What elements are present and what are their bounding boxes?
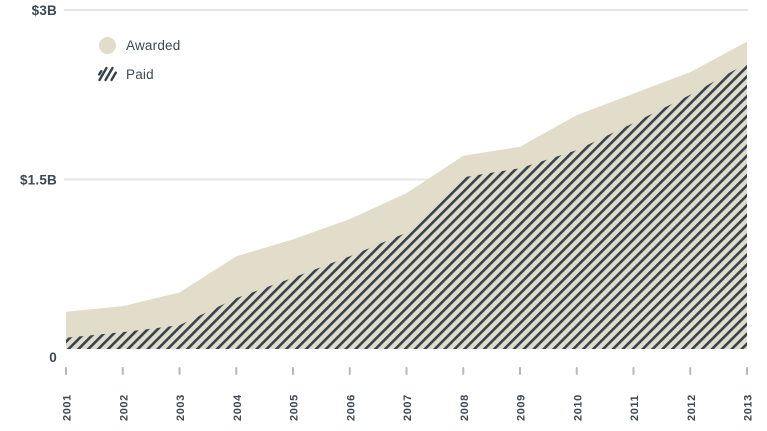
y-axis-label: $1.5B <box>20 173 57 188</box>
x-axis-label-2004: 2004 <box>232 394 244 421</box>
paid-hatch-icon <box>97 66 117 82</box>
awarded-circle-icon <box>98 36 116 54</box>
legend-item-awarded: Awarded <box>95 32 180 58</box>
x-axis-label-2012: 2012 <box>686 394 698 421</box>
x-axis-label-2007: 2007 <box>402 394 414 421</box>
y-axis-label: 0 <box>49 350 57 365</box>
x-axis-label-2009: 2009 <box>516 394 528 421</box>
y-axis-label: $3B <box>32 3 57 18</box>
x-axis-label-2013: 2013 <box>743 394 755 421</box>
x-axis-label-2011: 2011 <box>629 395 641 421</box>
x-axis-label-2005: 2005 <box>289 394 301 421</box>
x-axis-label-2010: 2010 <box>572 394 584 421</box>
paid-area <box>66 63 747 349</box>
x-axis-label-2006: 2006 <box>345 394 357 421</box>
paid-swatch <box>95 65 119 83</box>
awarded-swatch <box>95 36 119 54</box>
legend: Awarded Paid <box>95 32 180 90</box>
x-axis-label-2008: 2008 <box>459 394 471 421</box>
x-axis-label-2001: 2001 <box>62 394 74 421</box>
legend-label-awarded: Awarded <box>126 37 181 53</box>
x-axis-label-2003: 2003 <box>175 394 187 421</box>
legend-label-paid: Paid <box>126 66 154 82</box>
x-axis-label-2002: 2002 <box>118 394 130 421</box>
legend-item-paid: Paid <box>95 61 180 87</box>
